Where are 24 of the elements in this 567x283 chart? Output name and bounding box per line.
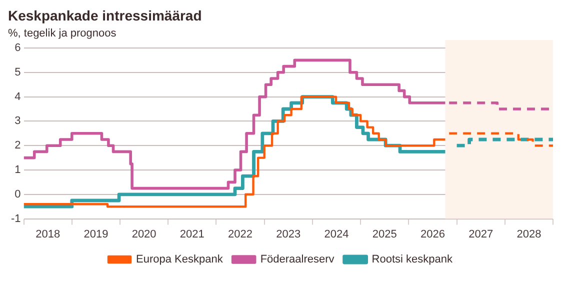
x-tick-label: 2021: [180, 228, 204, 240]
chart-subtitle: %, tegelik ja prognoos: [8, 27, 117, 40]
x-tick-label: 2022: [228, 228, 253, 240]
x-tick-label: 2020: [132, 228, 156, 240]
x-tick-label: 2028: [516, 228, 542, 240]
legend-label: Rootsi keskpank: [372, 254, 454, 266]
y-tick-label: 2: [14, 140, 21, 152]
x-tick-label: 2018: [36, 228, 60, 240]
x-tick-label: 2025: [372, 228, 397, 240]
chart-title: Keskpankade intressimäärad: [8, 7, 202, 24]
y-tick-label: -1: [11, 212, 21, 225]
x-tick-label: 2026: [420, 228, 445, 240]
y-tick-label: 6: [14, 42, 21, 54]
y-tick-label: 4: [14, 90, 21, 103]
legend-label: Europa Keskpank: [136, 254, 224, 266]
legend-label: Föderaalreserv: [260, 254, 335, 266]
x-tick-label: 2024: [324, 228, 349, 240]
y-tick-label: 5: [14, 66, 21, 78]
y-tick-label: 3: [14, 115, 21, 128]
x-tick-label: 2019: [84, 228, 108, 240]
x-tick-label: 2027: [468, 228, 494, 240]
x-tick-label: 2023: [276, 228, 301, 240]
y-tick-label: 0: [14, 188, 21, 200]
y-tick-label: 1: [14, 164, 21, 176]
